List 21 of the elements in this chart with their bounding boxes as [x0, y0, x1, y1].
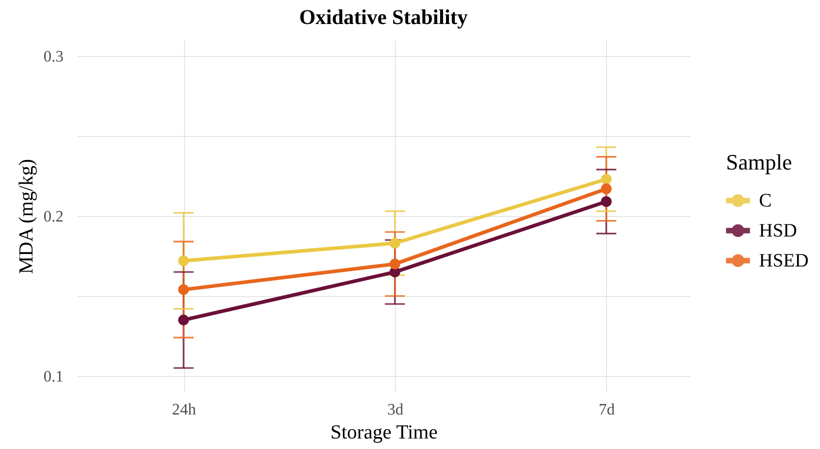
point — [600, 183, 612, 194]
x-tick-label: 7d — [598, 402, 615, 418]
y-tick-label: 0.3 — [44, 48, 64, 66]
point — [178, 255, 189, 266]
chart-title: Oxidative Stability — [299, 5, 468, 29]
y-tick-label: 0.2 — [44, 208, 64, 226]
point — [390, 258, 400, 270]
y-axis-title: MDA (mg/kg) — [16, 159, 38, 274]
point — [390, 238, 400, 249]
point — [600, 174, 612, 185]
y-tick-label: 0.1 — [44, 368, 64, 386]
legend-label: HSD — [759, 220, 798, 242]
legend-title: Sample — [726, 150, 792, 175]
x-tick-label: 3d — [387, 402, 404, 418]
point — [178, 314, 189, 326]
x-axis-title: Storage Time — [330, 422, 438, 444]
point — [178, 284, 189, 295]
legend-label: HSED — [759, 250, 809, 272]
x-tick-label: 24h — [172, 402, 196, 418]
point — [600, 196, 612, 207]
legend-label: C — [759, 190, 772, 212]
